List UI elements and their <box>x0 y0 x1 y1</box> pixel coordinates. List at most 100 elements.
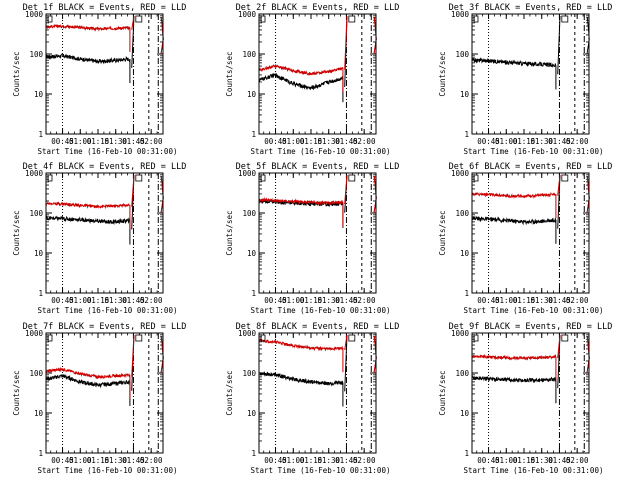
series-line-events <box>45 53 131 65</box>
corner-marker <box>260 174 266 182</box>
x-tick-label: 02:00 <box>353 456 376 465</box>
y-tick-label: 1000 <box>451 169 470 178</box>
x-tick-label: 01:00 <box>495 456 518 465</box>
x-tick-label: 02:00 <box>566 296 589 305</box>
y-tick-label: 100 <box>455 50 469 59</box>
panel-det-4: Det 4f BLACK = Events, RED = LLD Counts/s… <box>12 162 186 315</box>
y-tick-label: 1000 <box>451 10 470 19</box>
panel-det-9: Det 9f BLACK = Events, RED = LLD Counts/s… <box>438 322 612 475</box>
y-tick-label: 100 <box>455 369 469 378</box>
flag-marker <box>135 334 143 342</box>
corner-marker <box>47 334 53 342</box>
x-tick-label: 00:45 <box>477 137 500 146</box>
x-tick-label: 01:45 <box>335 137 358 146</box>
series-line-events <box>45 215 131 226</box>
series-line-events <box>471 374 557 384</box>
x-tick-label: 00:45 <box>477 456 500 465</box>
x-axis-label: Start Time (16-Feb-10 00:31:00) <box>464 466 604 475</box>
flag-marker <box>348 174 356 182</box>
x-tick-label: 01:00 <box>69 456 92 465</box>
x-tick-label: 01:00 <box>282 137 305 146</box>
y-tick-label: 100 <box>242 369 256 378</box>
y-tick-label: 100 <box>242 209 256 218</box>
flag-marker <box>561 15 569 23</box>
x-tick-label: 00:45 <box>51 456 74 465</box>
y-tick-label: 1 <box>251 130 256 139</box>
y-tick-label: 1000 <box>25 169 44 178</box>
x-axis-label: Start Time (16-Feb-10 00:31:00) <box>251 147 391 156</box>
series-line-events <box>471 57 557 68</box>
panel-det-1: Det 1f BLACK = Events, RED = LLD Counts/s… <box>12 3 186 156</box>
x-axis-label: Start Time (16-Feb-10 00:31:00) <box>38 306 178 315</box>
series-spike <box>344 334 348 350</box>
y-tick-label: 10 <box>460 249 470 258</box>
y-tick-label: 10 <box>247 249 257 258</box>
x-tick-label: 01:30 <box>530 296 553 305</box>
y-tick-label: 1 <box>464 449 469 458</box>
y-tick-label: 1000 <box>238 169 257 178</box>
x-tick-label: 01:15 <box>300 296 323 305</box>
series-line-lld <box>471 353 557 361</box>
chart-title: Det 8f BLACK = Events, RED = LLD <box>236 322 400 332</box>
panel-det-2: Det 2f BLACK = Events, RED = LLD Counts/s… <box>225 3 399 156</box>
flag-marker <box>348 15 356 23</box>
y-tick-label: 1 <box>38 130 43 139</box>
y-tick-label: 1000 <box>25 10 44 19</box>
x-tick-label: 00:45 <box>264 137 287 146</box>
panel-det-7: Det 7f BLACK = Events, RED = LLD Counts/s… <box>12 322 186 475</box>
y-tick-label: 1000 <box>238 10 257 19</box>
y-axis-label: Counts/sec <box>438 51 447 96</box>
x-axis-label: Start Time (16-Feb-10 00:31:00) <box>38 466 178 475</box>
x-tick-label: 02:00 <box>140 296 163 305</box>
plot-frame <box>45 13 164 135</box>
panel-det-3: Det 3f BLACK = Events, RED = LLD Counts/s… <box>438 3 612 156</box>
x-tick-label: 01:30 <box>530 137 553 146</box>
x-tick-label: 00:45 <box>477 296 500 305</box>
x-tick-label: 01:15 <box>300 137 323 146</box>
x-tick-label: 01:30 <box>317 137 340 146</box>
series-spike <box>557 15 561 75</box>
x-tick-label: 02:00 <box>140 137 163 146</box>
plot-frame <box>471 332 590 454</box>
y-tick-label: 10 <box>34 409 44 418</box>
x-tick-label: 01:30 <box>104 137 127 146</box>
y-tick-label: 100 <box>29 209 43 218</box>
x-tick-label: 01:45 <box>122 456 145 465</box>
series-line-events <box>258 197 344 207</box>
y-tick-label: 100 <box>455 209 469 218</box>
corner-marker <box>260 15 266 23</box>
x-tick-label: 01:15 <box>513 137 536 146</box>
y-tick-label: 1 <box>464 289 469 298</box>
x-tick-label: 01:15 <box>513 456 536 465</box>
series-spike <box>344 334 348 392</box>
y-tick-label: 1000 <box>451 329 470 338</box>
x-tick-label: 02:00 <box>566 456 589 465</box>
chart-title: Det 2f BLACK = Events, RED = LLD <box>236 3 400 13</box>
series-line-events <box>471 215 557 226</box>
corner-marker <box>473 334 479 342</box>
y-tick-label: 10 <box>247 409 257 418</box>
plot-frame <box>45 172 164 294</box>
y-tick-label: 1 <box>251 289 256 298</box>
flag-marker <box>135 174 143 182</box>
x-tick-label: 01:45 <box>122 137 145 146</box>
x-axis-label: Start Time (16-Feb-10 00:31:00) <box>464 147 604 156</box>
panel-det-8: Det 8f BLACK = Events, RED = LLD Counts/s… <box>225 322 399 475</box>
y-axis-label: Counts/sec <box>438 370 447 415</box>
x-tick-label: 01:45 <box>548 296 571 305</box>
flag-marker <box>348 334 356 342</box>
series-line-lld <box>45 200 131 210</box>
chart-title: Det 7f BLACK = Events, RED = LLD <box>23 322 187 332</box>
series-spike <box>557 174 561 196</box>
x-tick-label: 01:30 <box>317 296 340 305</box>
x-tick-label: 01:45 <box>548 456 571 465</box>
plot-frame <box>471 172 590 294</box>
x-tick-label: 01:00 <box>282 456 305 465</box>
corner-marker <box>473 174 479 182</box>
x-tick-label: 01:15 <box>300 456 323 465</box>
y-tick-label: 1000 <box>25 329 44 338</box>
chart-title: Det 1f BLACK = Events, RED = LLD <box>23 3 187 13</box>
series-spike <box>131 334 135 377</box>
